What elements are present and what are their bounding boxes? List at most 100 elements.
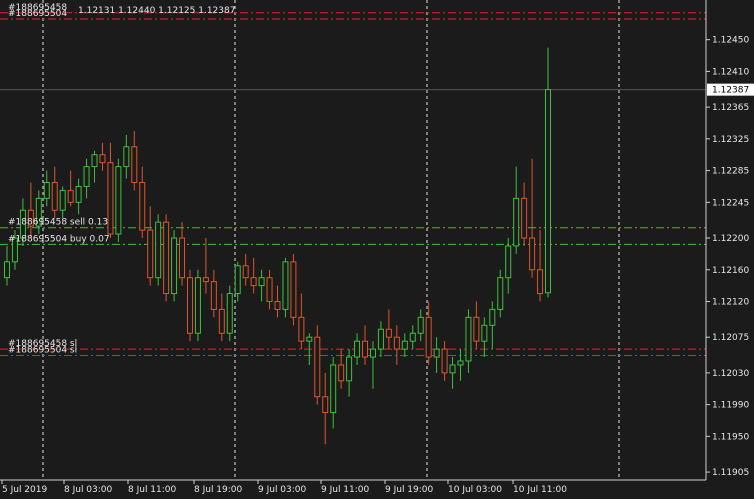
order-label-3: #188695504 sl xyxy=(8,345,77,355)
candle-body xyxy=(497,277,504,310)
candle-body xyxy=(346,356,353,382)
candle-3 xyxy=(27,182,34,239)
candle-body xyxy=(155,221,162,279)
candle-49 xyxy=(393,325,400,365)
time-label-0: 5 Jul 2019 xyxy=(2,485,47,495)
current-price-marker: 1.12387 xyxy=(707,83,754,96)
candle-body xyxy=(449,364,456,374)
current-price-label: 1.12387 xyxy=(712,86,749,96)
candle-body xyxy=(282,261,289,310)
candle-30 xyxy=(242,253,249,286)
candle-66 xyxy=(529,158,536,278)
candle-body xyxy=(393,336,400,350)
price-label-1: 1.12410 xyxy=(712,67,749,77)
candle-5 xyxy=(43,170,50,207)
candle-43 xyxy=(346,349,353,397)
candle-body xyxy=(473,316,480,342)
candle-body xyxy=(202,277,209,283)
candle-15 xyxy=(123,134,130,179)
candle-body xyxy=(521,197,528,239)
candle-body xyxy=(147,229,154,279)
candle-body xyxy=(354,340,361,358)
candle-16 xyxy=(131,130,138,191)
time-label-3: 8 Jul 19:00 xyxy=(194,485,243,495)
candle-body xyxy=(330,364,337,414)
candle-body xyxy=(115,166,122,235)
candle-body xyxy=(35,197,42,227)
candle-22 xyxy=(179,222,186,286)
candle-10 xyxy=(83,158,90,199)
price-label-8: 1.12120 xyxy=(712,297,749,307)
price-label-0: 1.12450 xyxy=(712,36,749,46)
candle-50 xyxy=(401,333,408,358)
candle-47 xyxy=(377,321,384,358)
candle-body xyxy=(457,360,464,366)
chart-grid xyxy=(42,0,620,480)
time-label-8: 10 Jul 11:00 xyxy=(513,485,567,495)
candle-54 xyxy=(433,337,440,373)
candle-body xyxy=(369,348,376,358)
candle-body xyxy=(83,166,90,187)
price-label-5: 1.12245 xyxy=(712,198,749,208)
candle-45 xyxy=(362,325,369,365)
chart-header: #188695458 #188695504 1.12131 1.12440 1.… xyxy=(8,3,235,19)
candle-body xyxy=(75,185,82,203)
candle-body xyxy=(171,237,178,295)
candle-body xyxy=(27,209,34,227)
time-label-4: 9 Jul 03:00 xyxy=(258,485,307,495)
candle-65 xyxy=(521,182,528,246)
candle-body xyxy=(401,340,408,350)
candle-11 xyxy=(91,150,98,183)
order-labels: #188695458 sell 0.13 #188695504 buy 0.07 #… xyxy=(8,218,110,356)
candle-25 xyxy=(202,238,209,294)
time-axis[interactable]: 5 Jul 2019 8 Jul 03:00 8 Jul 11:00 8 Jul 19… xyxy=(1,480,567,495)
candle-14 xyxy=(115,158,122,242)
candle-32 xyxy=(258,269,265,302)
candle-body xyxy=(529,237,536,271)
ohlc-readout: 1.12131 1.12440 1.12125 1.12387 xyxy=(78,6,235,16)
price-label-9: 1.12075 xyxy=(712,333,749,343)
candle-42 xyxy=(338,349,345,389)
candle-9 xyxy=(75,178,82,215)
candle-27 xyxy=(218,293,225,342)
candlestick-series xyxy=(4,47,551,445)
candle-body xyxy=(513,197,520,247)
time-label-6: 9 Jul 19:00 xyxy=(385,485,434,495)
candle-8 xyxy=(67,170,74,207)
candle-body xyxy=(179,237,186,279)
candle-body xyxy=(51,181,58,211)
price-label-7: 1.12160 xyxy=(712,266,749,276)
candle-35 xyxy=(282,257,289,318)
candle-34 xyxy=(274,285,281,318)
candle-7 xyxy=(59,186,66,219)
price-axis[interactable]: 1.12450 1.12410 1.12365 1.12325 1.12285 1.122… xyxy=(706,36,749,478)
candle-6 xyxy=(51,166,58,219)
candle-39 xyxy=(314,325,321,405)
candle-1 xyxy=(11,230,18,270)
candle-31 xyxy=(250,257,257,294)
candle-18 xyxy=(147,206,154,286)
candle-33 xyxy=(266,269,273,310)
candle-body xyxy=(298,316,305,342)
candle-body xyxy=(425,316,432,358)
order-lines[interactable] xyxy=(0,12,706,356)
candle-59 xyxy=(473,301,480,350)
candle-body xyxy=(409,332,416,342)
candle-51 xyxy=(409,325,416,350)
candle-64 xyxy=(513,166,520,254)
candle-body xyxy=(266,277,273,302)
candle-body xyxy=(274,300,281,310)
candle-61 xyxy=(489,301,496,350)
candle-body xyxy=(163,221,170,295)
candle-body xyxy=(481,324,488,342)
candle-48 xyxy=(385,309,392,350)
candle-55 xyxy=(441,341,448,381)
candle-62 xyxy=(497,269,504,318)
candle-0 xyxy=(4,245,10,286)
candle-63 xyxy=(505,238,512,294)
candle-28 xyxy=(226,285,233,342)
time-label-5: 9 Jul 11:00 xyxy=(321,485,370,495)
candle-body xyxy=(19,209,26,239)
time-label-2: 8 Jul 11:00 xyxy=(128,485,177,495)
